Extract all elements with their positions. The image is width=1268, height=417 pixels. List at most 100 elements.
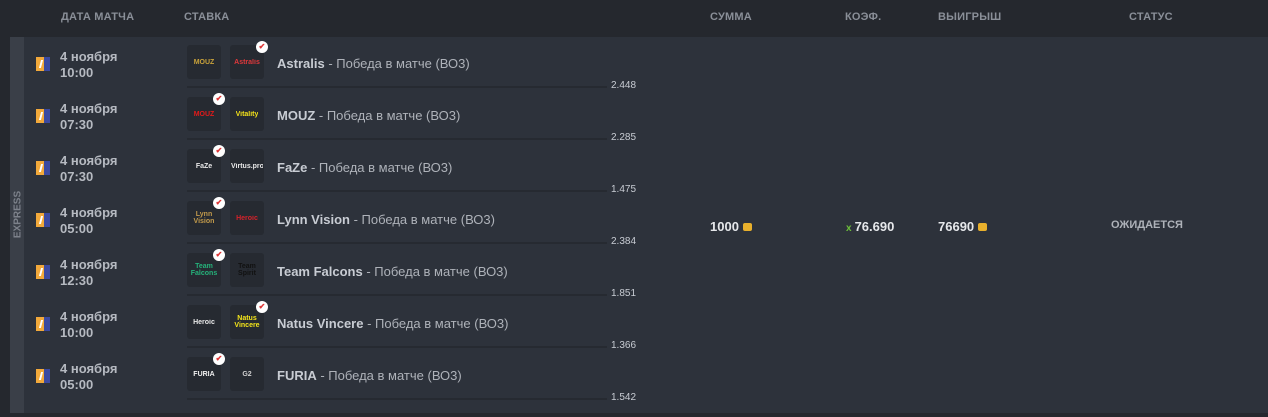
selected-team: Astralis <box>277 56 325 71</box>
bet-selection[interactable]: FaZe - Победа в матче (ВО3) <box>277 160 452 175</box>
divider <box>187 346 607 348</box>
cs-game-icon <box>36 161 50 175</box>
team-logo-2[interactable]: Heroic <box>230 201 264 235</box>
bet-coef: x 76.690 <box>846 219 894 234</box>
team-logo-text: Astralis <box>234 58 260 66</box>
check-icon: ✔ <box>256 41 268 53</box>
bet-row: 4 ноября 10:00 MOUZ Astralis ✔ Astralis - П… <box>24 37 694 91</box>
market-text: - Победа в матче (ВО3) <box>349 212 495 227</box>
date-text: 4 ноября <box>60 101 118 116</box>
bet-selection[interactable]: Team Falcons - Победа в матче (ВО3) <box>277 264 508 279</box>
cs-game-icon <box>36 213 50 227</box>
team-logo-text: Virtus.pro <box>231 162 263 170</box>
team-logo-text: Heroic <box>193 318 215 326</box>
date-text: 4 ноября <box>60 257 118 272</box>
team-logo-1[interactable]: Team Falcons ✔ <box>187 249 225 287</box>
bet-selection[interactable]: Astralis - Победа в матче (ВО3) <box>277 56 470 71</box>
market-text: - Победа в матче (ВО3) <box>324 56 470 71</box>
divider <box>187 398 607 400</box>
team-logo-text: FURIA <box>193 370 215 378</box>
header-date[interactable]: ДАТА МАТЧА <box>61 11 135 23</box>
divider <box>187 242 607 244</box>
odds-value: 2.448 <box>611 80 637 91</box>
odds-value: 1.475 <box>611 184 637 195</box>
market-text: - Победа в матче (ВО3) <box>316 368 462 383</box>
header-status: СТАТУС <box>1129 11 1173 23</box>
sum-value: 1000 <box>710 219 739 234</box>
bet-status: ОЖИДАЕТСЯ <box>1111 219 1183 231</box>
team-logo-1[interactable]: MOUZ <box>187 45 221 79</box>
header-sum: СУММА <box>710 11 752 23</box>
odds-value: 1.851 <box>611 288 637 299</box>
bet-selection[interactable]: FURIA - Победа в матче (ВО3) <box>277 368 462 383</box>
coef-value: 76.690 <box>854 219 895 234</box>
team-logo-text: FaZe <box>195 162 213 170</box>
check-icon: ✔ <box>213 353 225 365</box>
divider <box>187 138 607 140</box>
express-bet: EXPRESS 4 ноября 10:00 MOUZ Astralis ✔ Astr… <box>10 37 1268 413</box>
team-logo-2[interactable]: Team Spirit <box>230 253 264 287</box>
date-text: 4 ноября <box>60 205 118 220</box>
team-logo-text: MOUZ <box>193 58 215 66</box>
bet-selection[interactable]: MOUZ - Победа в матче (ВО3) <box>277 108 460 123</box>
divider <box>187 86 607 88</box>
match-date: 4 ноября 07:30 <box>60 153 117 185</box>
team-logo-2[interactable]: G2 <box>230 357 264 391</box>
check-icon: ✔ <box>213 93 225 105</box>
bet-row: 4 ноября 12:30 Team Falcons ✔ Team Spirit T… <box>24 245 694 299</box>
date-text: 4 ноября <box>60 361 118 376</box>
team-logo-2[interactable]: Vitality <box>230 97 264 131</box>
team-logo-text: Lynn Vision <box>193 211 215 225</box>
header-bet: СТАВКА <box>184 11 230 23</box>
time-text: 07:30 <box>60 169 94 184</box>
divider <box>187 190 607 192</box>
bet-win: 76690 <box>938 219 988 234</box>
odds-value: 1.366 <box>611 340 637 351</box>
team-logo-text: Team Falcons <box>190 263 218 277</box>
selected-team: FaZe <box>277 160 308 175</box>
date-text: 4 ноября <box>60 49 118 64</box>
selected-team: Natus Vincere <box>277 316 364 331</box>
bet-row: 4 ноября 05:00 FURIA ✔ G2 FURIA - Победа в … <box>24 349 694 403</box>
cs-game-icon <box>36 265 50 279</box>
team-logo-2[interactable]: Natus Vincere ✔ <box>230 301 268 339</box>
selected-team: Lynn Vision <box>277 212 350 227</box>
team-logo-1[interactable]: Heroic <box>187 305 221 339</box>
check-icon: ✔ <box>213 197 225 209</box>
bet-row: 4 ноября 05:00 Lynn Vision ✔ Heroic Lynn Vi… <box>24 193 694 247</box>
team-logo-1[interactable]: FaZe ✔ <box>187 145 225 183</box>
bet-selection[interactable]: Lynn Vision - Победа в матче (ВО3) <box>277 212 495 227</box>
team-logo-1[interactable]: FURIA ✔ <box>187 353 225 391</box>
market-text: - Победа в матче (ВО3) <box>362 264 508 279</box>
team-logo-text: Natus Vincere <box>234 315 260 329</box>
match-date: 4 ноября 05:00 <box>60 205 117 237</box>
check-icon: ✔ <box>213 249 225 261</box>
time-text: 05:00 <box>60 221 94 236</box>
team-logo-1[interactable]: MOUZ ✔ <box>187 93 225 131</box>
market-text: - Победа в матче (ВО3) <box>363 316 509 331</box>
odds-value: 2.285 <box>611 132 637 143</box>
bet-selection[interactable]: Natus Vincere - Победа в матче (ВО3) <box>277 316 508 331</box>
cs-game-icon <box>36 109 50 123</box>
team-logo-1[interactable]: Lynn Vision ✔ <box>187 197 225 235</box>
bet-row: 4 ноября 10:00 Heroic Natus Vincere ✔ Natus… <box>24 297 694 351</box>
team-logo-text: Team Spirit <box>238 263 256 277</box>
team-logo-2[interactable]: Virtus.pro <box>230 149 264 183</box>
bet-type-strip: EXPRESS <box>10 37 24 413</box>
win-value: 76690 <box>938 219 975 234</box>
header-win: ВЫИГРЫШ <box>938 11 1002 23</box>
bet-type-label: EXPRESS <box>12 190 24 239</box>
divider <box>187 294 607 296</box>
selected-team: FURIA <box>277 368 317 383</box>
bet-row: 4 ноября 07:30 FaZe ✔ Virtus.pro FaZe - Поб… <box>24 141 694 195</box>
bet-sum: 1000 <box>710 219 752 234</box>
match-date: 4 ноября 05:00 <box>60 361 117 393</box>
coin-icon <box>742 223 752 231</box>
match-date: 4 ноября 12:30 <box>60 257 117 289</box>
team-logo-2[interactable]: Astralis ✔ <box>230 41 268 79</box>
match-date: 4 ноября 10:00 <box>60 49 117 81</box>
odds-value: 2.384 <box>611 236 637 247</box>
time-text: 05:00 <box>60 377 94 392</box>
selected-team: MOUZ <box>277 108 316 123</box>
team-logo-text: G2 <box>242 370 252 378</box>
